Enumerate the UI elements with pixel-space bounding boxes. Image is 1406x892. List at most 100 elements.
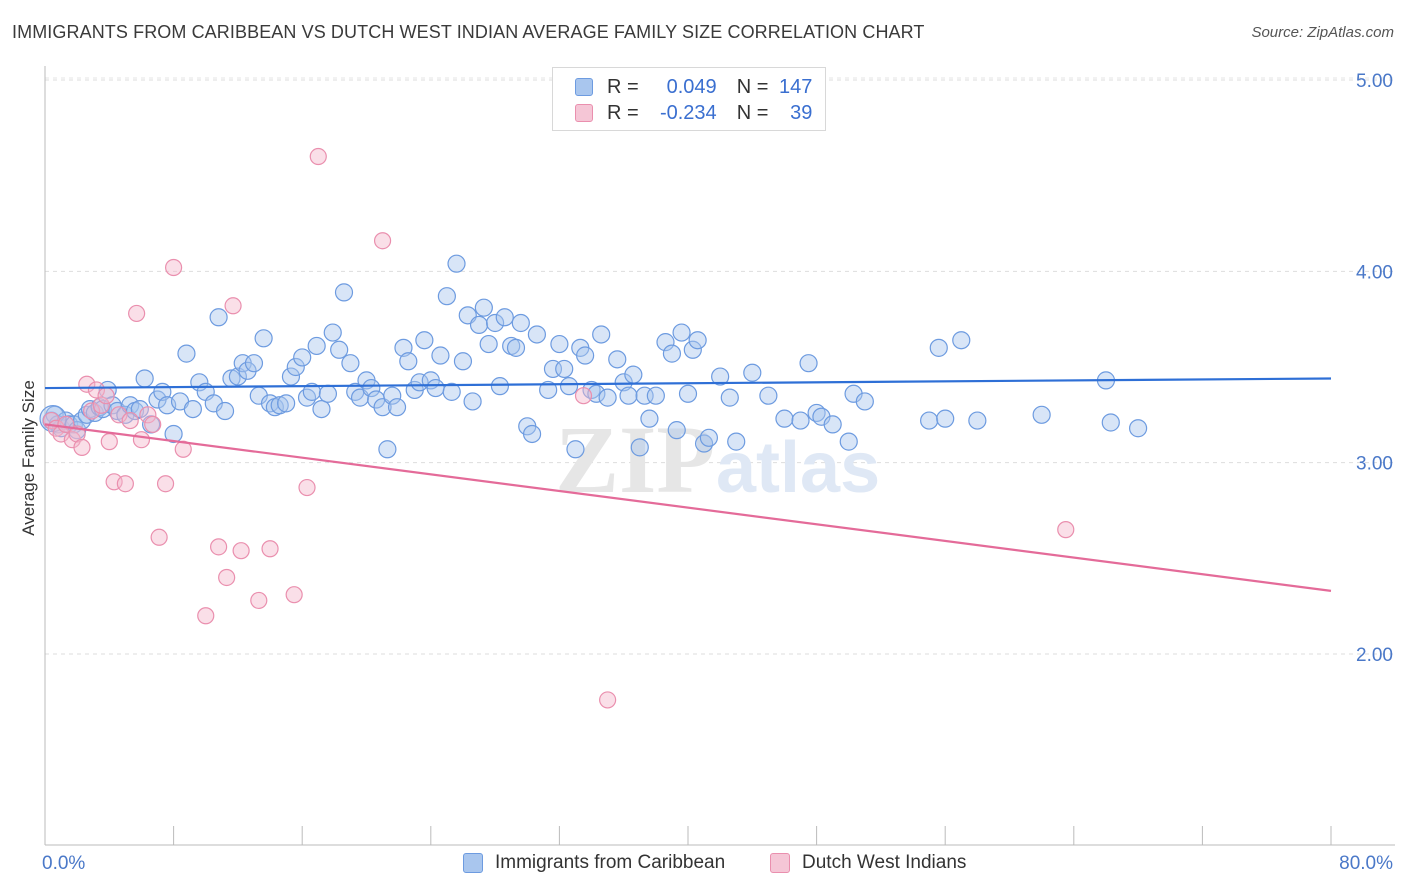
bottom-legend-swatch-blue	[463, 853, 483, 873]
data-point-caribbean	[228, 367, 247, 386]
trend-line-dutch	[44, 423, 1332, 592]
data-point-dutch	[197, 607, 215, 625]
legend-r-value: 0.049	[666, 75, 717, 98]
legend-n-label: N =	[736, 75, 769, 98]
data-point-dutch	[232, 542, 250, 560]
data-point-dutch	[128, 304, 146, 323]
data-point-dutch	[285, 586, 303, 604]
data-point-caribbean	[678, 384, 698, 403]
correlation-legend: R = 0.049 N = 147 R = -0.234 N = 39	[552, 67, 826, 131]
trend-line-caribbean	[44, 377, 1332, 390]
data-point-caribbean	[490, 377, 510, 396]
legend-swatch-pink	[575, 104, 593, 122]
data-point-caribbean	[209, 308, 228, 327]
data-point-dutch	[116, 475, 134, 493]
data-point-caribbean	[559, 377, 579, 396]
data-point-caribbean	[624, 365, 643, 384]
bottom-legend-caribbean: Immigrants from Caribbean	[463, 852, 725, 874]
data-point-dutch	[599, 691, 617, 709]
data-point-caribbean	[135, 369, 154, 388]
y-axis-label: Average Family Size	[19, 380, 38, 536]
data-point-caribbean	[598, 388, 617, 407]
data-point-caribbean	[640, 409, 659, 428]
y-tick-label: 3.00	[1356, 454, 1393, 475]
data-point-caribbean	[550, 334, 569, 354]
y-tick-label: 2.00	[1356, 645, 1393, 666]
data-point-caribbean	[341, 354, 360, 373]
trend-lines	[44, 377, 1332, 592]
data-point-caribbean	[486, 313, 505, 333]
data-point-caribbean	[566, 440, 585, 459]
data-point-caribbean	[297, 388, 317, 407]
data-point-caribbean	[646, 386, 665, 405]
data-point-caribbean	[330, 340, 349, 359]
legend-n-value: 39	[790, 101, 813, 124]
data-point-caribbean	[415, 331, 434, 350]
data-point-caribbean	[727, 432, 746, 451]
axes	[44, 66, 1395, 846]
series-dutch-west-indians	[42, 147, 1075, 709]
data-point-dutch	[83, 402, 101, 420]
data-point-caribbean	[307, 336, 326, 356]
watermark: ZIP atlas	[555, 406, 880, 513]
data-point-caribbean	[587, 384, 606, 403]
data-point-caribbean	[656, 333, 675, 352]
data-point-caribbean	[667, 421, 686, 440]
data-point-caribbean	[183, 399, 202, 419]
y-tick-label: 4.00	[1356, 262, 1393, 283]
data-point-caribbean	[453, 352, 473, 371]
data-point-dutch	[224, 297, 242, 315]
data-point-dutch	[1057, 521, 1075, 539]
data-point-caribbean	[410, 373, 429, 392]
data-point-dutch	[121, 411, 139, 430]
data-point-caribbean	[387, 398, 407, 417]
data-point-caribbean	[522, 424, 542, 444]
data-point-caribbean	[968, 411, 987, 430]
data-point-caribbean	[495, 308, 514, 327]
chart-title: IMMIGRANTS FROM CARIBBEAN VS DUTCH WEST …	[12, 22, 925, 42]
data-point-caribbean	[302, 382, 321, 401]
data-point-caribbean	[952, 331, 971, 350]
x-tick-label-max: 80.0%	[1339, 853, 1393, 874]
legend-row-caribbean: R = 0.049 N = 147	[575, 75, 812, 99]
data-point-dutch	[97, 387, 115, 405]
data-point-caribbean	[121, 396, 140, 415]
data-point-dutch	[156, 475, 175, 493]
data-point-caribbean	[711, 367, 730, 386]
data-point-dutch	[87, 381, 106, 399]
data-point-caribbean	[672, 323, 691, 342]
data-point-caribbean	[362, 378, 381, 398]
data-point-caribbean	[511, 313, 530, 333]
legend-swatch-blue	[575, 78, 593, 96]
legend-row-dutch: R = -0.234 N = 39	[575, 101, 812, 125]
data-point-caribbean	[469, 315, 489, 335]
data-point-caribbean	[855, 392, 874, 411]
data-point-caribbean	[791, 411, 810, 430]
data-point-caribbean	[929, 338, 948, 357]
data-point-caribbean	[474, 298, 493, 317]
data-point-caribbean	[936, 409, 955, 428]
bottom-legend-label-dutch: Dutch West Indians	[802, 852, 967, 873]
data-point-caribbean	[688, 331, 707, 350]
data-point-caribbean	[775, 409, 794, 428]
data-point-caribbean	[281, 367, 301, 386]
data-point-caribbean	[141, 415, 161, 434]
data-point-dutch	[250, 591, 268, 610]
data-point-dutch	[574, 387, 593, 405]
data-point-caribbean	[506, 338, 526, 357]
watermark-zip: ZIP	[555, 406, 715, 513]
y-tick-label: 5.00	[1356, 71, 1393, 92]
data-point-caribbean	[177, 344, 196, 363]
data-point-caribbean	[442, 382, 461, 401]
data-point-caribbean	[839, 432, 858, 451]
legend-r-value: -0.234	[659, 101, 717, 124]
data-point-dutch	[261, 540, 279, 558]
data-point-dutch	[150, 528, 168, 546]
data-point-caribbean	[164, 424, 183, 444]
data-point-caribbean	[743, 363, 762, 382]
legend-r-label: R =	[607, 75, 639, 98]
data-point-caribbean	[1032, 405, 1051, 424]
data-point-dutch	[210, 538, 228, 556]
data-point-dutch	[144, 415, 162, 433]
